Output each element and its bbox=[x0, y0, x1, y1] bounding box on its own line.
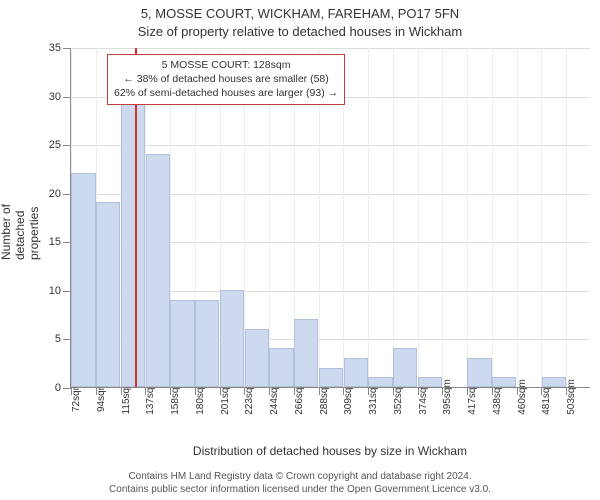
y-tick bbox=[63, 242, 71, 243]
grid-line-h bbox=[71, 48, 590, 49]
y-tick-label: 30 bbox=[49, 91, 61, 103]
bar bbox=[71, 173, 95, 387]
y-tick-label: 25 bbox=[49, 139, 61, 151]
annotation-line: ← 38% of detached houses are smaller (58… bbox=[114, 72, 338, 86]
bar bbox=[542, 377, 566, 387]
grid-line-v bbox=[393, 48, 394, 387]
y-tick bbox=[63, 291, 71, 292]
bar bbox=[319, 368, 343, 387]
bar bbox=[344, 358, 368, 387]
grid-line-v bbox=[418, 48, 419, 387]
annotation-box: 5 MOSSE COURT: 128sqm← 38% of detached h… bbox=[107, 54, 345, 105]
grid-line-h bbox=[71, 145, 590, 146]
bar bbox=[96, 202, 120, 387]
bar bbox=[294, 319, 318, 387]
y-tick-label: 15 bbox=[49, 236, 61, 248]
y-tick bbox=[63, 339, 71, 340]
y-tick-label: 5 bbox=[55, 333, 61, 345]
y-tick-label: 0 bbox=[55, 382, 61, 394]
y-tick bbox=[63, 194, 71, 195]
x-tick-label: 395sqm bbox=[442, 379, 453, 415]
annotation-line: 62% of semi-detached houses are larger (… bbox=[114, 86, 338, 100]
attribution: Contains HM Land Registry data © Crown c… bbox=[0, 470, 600, 496]
bar bbox=[269, 348, 293, 387]
bar bbox=[245, 329, 269, 387]
bar bbox=[170, 300, 194, 387]
annotation-line: 5 MOSSE COURT: 128sqm bbox=[114, 58, 338, 72]
title-sub: Size of property relative to detached ho… bbox=[0, 24, 600, 39]
bar bbox=[220, 290, 244, 387]
grid-line-v bbox=[541, 48, 542, 387]
y-tick bbox=[63, 388, 71, 389]
x-tick-label: 503sqm bbox=[566, 379, 577, 415]
grid-line-v bbox=[517, 48, 518, 387]
grid-line-v bbox=[492, 48, 493, 387]
x-axis-label: Distribution of detached houses by size … bbox=[70, 444, 590, 458]
grid-line-v bbox=[566, 48, 567, 387]
bar bbox=[146, 154, 170, 387]
y-tick-label: 35 bbox=[49, 42, 61, 54]
bar bbox=[418, 377, 442, 387]
bar bbox=[195, 300, 219, 387]
y-tick-label: 10 bbox=[49, 285, 61, 297]
y-tick-label: 20 bbox=[49, 188, 61, 200]
plot-area: 0510152025303572sqm94sqm115sqm137sqm158s… bbox=[70, 48, 590, 388]
bar bbox=[467, 358, 491, 387]
x-tick-label: 460sqm bbox=[517, 379, 528, 415]
title-main: 5, MOSSE COURT, WICKHAM, FAREHAM, PO17 5… bbox=[0, 6, 600, 21]
chart-container: 5, MOSSE COURT, WICKHAM, FAREHAM, PO17 5… bbox=[0, 0, 600, 500]
attribution-line1: Contains HM Land Registry data © Crown c… bbox=[0, 470, 600, 483]
grid-line-v bbox=[442, 48, 443, 387]
y-tick bbox=[63, 48, 71, 49]
y-tick bbox=[63, 145, 71, 146]
y-tick bbox=[63, 97, 71, 98]
attribution-line2: Contains public sector information licen… bbox=[0, 483, 600, 496]
bar bbox=[393, 348, 417, 387]
bar bbox=[368, 377, 392, 387]
grid-line-v bbox=[467, 48, 468, 387]
bar bbox=[121, 76, 145, 387]
grid-line-v bbox=[368, 48, 369, 387]
bar bbox=[492, 377, 516, 387]
